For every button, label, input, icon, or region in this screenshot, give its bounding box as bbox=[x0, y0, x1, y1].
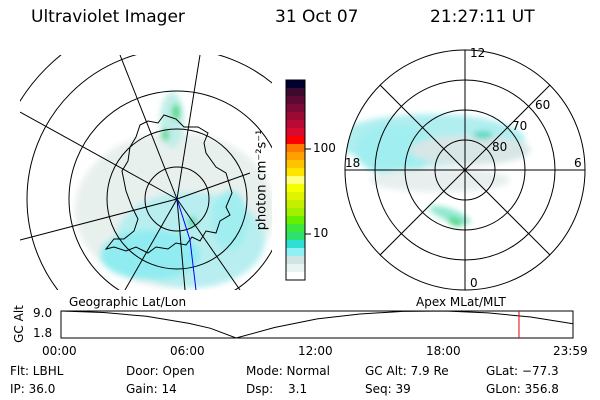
colorbar-tick-10: 10 bbox=[313, 226, 329, 240]
altitude-ylabel: GC Alt bbox=[12, 305, 26, 343]
colorbar-band bbox=[286, 88, 305, 97]
instrument-title: Ultraviolet Imager bbox=[31, 7, 185, 27]
colorbar bbox=[285, 79, 306, 281]
mode-status: Mode: Normal bbox=[246, 364, 330, 378]
dsp-label: Dsp: bbox=[246, 382, 274, 396]
time-label: 21:27:11 UT bbox=[430, 7, 535, 27]
colorbar-band bbox=[286, 144, 305, 153]
colorbar-band bbox=[286, 120, 305, 129]
altitude-curve bbox=[60, 310, 574, 339]
date-label: 31 Oct 07 bbox=[275, 7, 359, 27]
spacecraft-track bbox=[176, 198, 197, 290]
colorbar-band bbox=[286, 216, 305, 225]
door-status: Door: Open bbox=[126, 364, 195, 378]
colorbar-band bbox=[286, 96, 305, 105]
colorbar-band bbox=[286, 184, 305, 193]
gain-status: Gain: 14 bbox=[126, 382, 177, 396]
colorbar-band bbox=[286, 112, 305, 121]
colorbar-band bbox=[286, 248, 305, 257]
colorbar-band bbox=[286, 192, 305, 201]
colorbar-band bbox=[286, 152, 305, 161]
gc-alt-status: GC Alt: 7.9 Re bbox=[365, 364, 449, 378]
mlat-label-70: 70 bbox=[512, 119, 528, 133]
colorbar-band bbox=[286, 160, 305, 169]
mlt-label-12: 12 bbox=[470, 46, 486, 60]
colorbar-band bbox=[286, 232, 305, 241]
polar-plot bbox=[344, 49, 586, 291]
colorbar-band bbox=[286, 176, 305, 185]
mlt-label-6: 6 bbox=[574, 156, 582, 170]
colorbar-band bbox=[286, 128, 305, 137]
ytick-min: 1.8 bbox=[33, 326, 53, 340]
aurora-emission-right bbox=[345, 114, 530, 226]
xtick-0000: 00:00 bbox=[42, 344, 77, 358]
colorbar-unit-label: photon cm⁻²s⁻¹ bbox=[254, 129, 270, 231]
seq-status: Seq: 39 bbox=[365, 382, 411, 396]
glat-status: GLat: −77.3 bbox=[486, 364, 559, 378]
ip-status: IP: 36.0 bbox=[10, 382, 56, 396]
xtick-1200: 12:00 bbox=[298, 344, 333, 358]
colorbar-band bbox=[286, 104, 305, 113]
colorbar-band bbox=[286, 208, 305, 217]
xtick-2359: 23:59 bbox=[553, 344, 588, 358]
colorbar-band bbox=[286, 240, 305, 249]
geographic-map bbox=[20, 55, 272, 290]
mlt-label-0: 0 bbox=[470, 276, 478, 290]
mlat-label-80: 80 bbox=[492, 140, 508, 154]
colorbar-band bbox=[286, 256, 305, 265]
coastline bbox=[104, 114, 233, 254]
right-panel-label: Apex MLat/MLT bbox=[416, 295, 506, 309]
ytick-max: 9.0 bbox=[33, 306, 53, 320]
colorbar-band bbox=[286, 264, 305, 273]
colorbar-band bbox=[286, 200, 305, 209]
mlt-lines bbox=[345, 50, 585, 290]
mlat-label-60: 60 bbox=[535, 98, 551, 112]
colorbar-band bbox=[286, 136, 305, 145]
aurora-emission-left bbox=[75, 92, 272, 288]
left-panel-label: Geographic Lat/Lon bbox=[69, 295, 187, 309]
colorbar-band bbox=[286, 272, 305, 281]
xtick-0600: 06:00 bbox=[170, 344, 205, 358]
dsp-value: 3.1 bbox=[288, 382, 308, 396]
mlt-label-18: 18 bbox=[345, 156, 361, 170]
colorbar-tick-100: 100 bbox=[313, 141, 336, 155]
glon-status: GLon: 356.8 bbox=[486, 382, 559, 396]
altitude-plot bbox=[60, 310, 574, 339]
colorbar-band bbox=[286, 224, 305, 233]
filter-status: Flt: LBHL bbox=[10, 364, 64, 378]
colorbar-band bbox=[286, 168, 305, 177]
xtick-1800: 18:00 bbox=[426, 344, 461, 358]
colorbar-band bbox=[286, 80, 305, 89]
colorbar-ticks bbox=[305, 148, 311, 235]
lat-circles bbox=[20, 55, 272, 290]
